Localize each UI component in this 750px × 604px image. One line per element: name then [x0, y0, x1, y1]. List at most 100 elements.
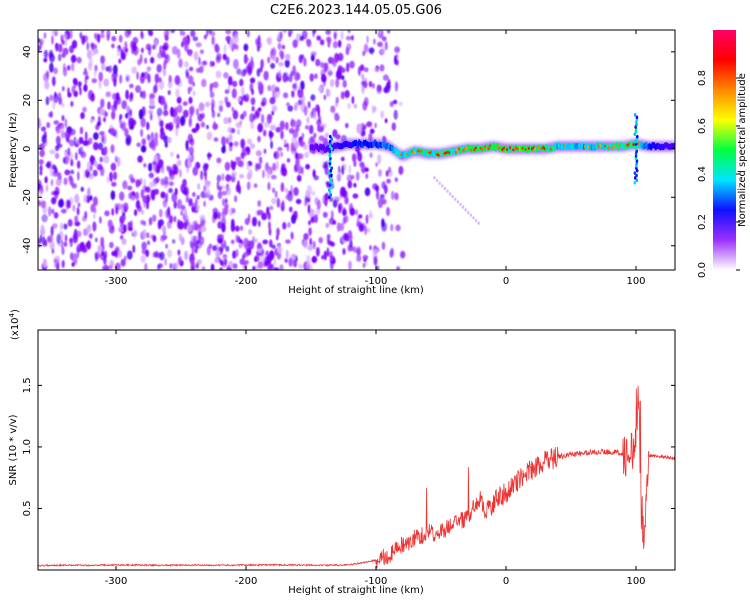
noise-speckle — [341, 75, 345, 81]
noise-speckle — [82, 140, 89, 146]
noise-speckle — [266, 113, 272, 124]
noise-speckle — [216, 53, 222, 61]
noise-speckle — [281, 199, 285, 207]
noise-speckle — [228, 141, 233, 147]
noise-speckle — [77, 171, 80, 181]
noise-speckle — [173, 116, 178, 124]
y-tick-label: -20 — [22, 189, 33, 205]
noise-speckle — [90, 164, 93, 172]
noise-speckle — [109, 241, 114, 249]
noise-speckle — [313, 214, 318, 224]
noise-speckle — [261, 113, 265, 124]
signal-tail-streak — [454, 197, 457, 201]
noise-speckle — [209, 60, 213, 67]
noise-speckle — [279, 31, 283, 40]
noise-speckle — [159, 45, 163, 55]
noise-speckle — [80, 186, 85, 192]
noise-speckle — [121, 238, 127, 246]
snr-x-ticks: -300 -200 -100 0 100 — [105, 330, 646, 587]
noise-speckle — [379, 64, 385, 72]
noise-speckle — [332, 220, 337, 225]
signal-disturbance — [330, 146, 333, 151]
signal-disturbance — [330, 137, 334, 141]
noise-speckle — [304, 195, 308, 206]
noise-speckle — [391, 122, 396, 131]
noise-speckle — [336, 222, 342, 232]
noise-speckle — [346, 62, 350, 73]
noise-speckle — [145, 249, 150, 258]
noise-speckle — [148, 217, 153, 226]
noise-speckle — [325, 222, 330, 228]
noise-speckle — [164, 258, 167, 266]
signal-tail-streak — [472, 216, 475, 220]
noise-speckle — [42, 236, 46, 247]
noise-speckle — [270, 174, 277, 180]
noise-speckle — [100, 166, 105, 177]
noise-speckle — [79, 241, 85, 252]
noise-speckle — [257, 244, 263, 249]
spectrogram-x-axis-label: Height of straight line (km) — [288, 285, 424, 296]
noise-speckle — [148, 162, 153, 172]
noise-speckle — [72, 204, 76, 212]
noise-speckle — [287, 105, 294, 112]
noise-speckle — [285, 187, 288, 194]
noise-speckle — [180, 210, 184, 216]
noise-speckle — [146, 66, 152, 72]
noise-speckle — [173, 215, 177, 223]
noise-speckle — [247, 138, 252, 145]
signal-disturbance — [633, 113, 637, 117]
noise-speckle — [335, 77, 340, 88]
noise-speckle — [148, 172, 154, 179]
noise-speckle — [43, 49, 49, 59]
noise-speckle — [340, 30, 344, 40]
noise-speckle — [177, 104, 183, 114]
noise-speckle — [183, 250, 189, 261]
noise-speckle — [260, 252, 267, 263]
noise-speckle — [45, 184, 49, 192]
noise-speckle — [333, 31, 337, 40]
noise-speckle — [294, 163, 298, 173]
noise-speckle — [42, 258, 48, 268]
noise-speckle — [342, 79, 347, 88]
noise-speckle — [195, 42, 202, 48]
noise-speckle — [284, 258, 289, 263]
noise-speckle — [107, 219, 113, 228]
noise-speckle — [110, 144, 115, 154]
snr-x-axis-label: Height of straight line (km) — [288, 585, 424, 596]
noise-speckle — [99, 156, 104, 163]
noise-speckle — [151, 194, 155, 201]
signal-disturbance — [635, 115, 639, 120]
noise-speckle — [322, 211, 328, 218]
noise-speckle — [301, 166, 304, 175]
x-tick-label: -200 — [235, 576, 258, 587]
noise-speckle — [234, 195, 238, 203]
y-tick-label: 40 — [22, 45, 33, 58]
noise-speckle — [103, 78, 110, 87]
signal-tail-streak — [467, 210, 470, 215]
noise-speckle — [197, 113, 204, 122]
noise-speckle — [97, 244, 103, 253]
noise-speckle — [324, 165, 329, 176]
noise-speckle — [161, 225, 167, 234]
noise-speckle — [377, 41, 383, 47]
noise-speckle — [267, 56, 271, 64]
noise-speckle — [160, 191, 166, 199]
noise-speckle — [240, 138, 246, 149]
noise-speckle — [217, 190, 223, 199]
noise-speckle — [70, 100, 74, 107]
noise-speckle — [187, 51, 193, 57]
noise-speckle — [192, 90, 196, 96]
noise-speckle — [212, 81, 219, 89]
noise-speckle — [340, 186, 346, 197]
noise-speckle — [251, 88, 254, 96]
noise-speckle — [321, 74, 327, 83]
noise-speckle — [378, 169, 382, 177]
noise-speckle — [82, 71, 89, 76]
noise-speckle — [224, 96, 229, 104]
noise-speckle — [68, 175, 73, 182]
noise-speckle — [61, 52, 66, 58]
noise-speckle — [385, 170, 389, 177]
x-tick-label: 0 — [503, 576, 509, 587]
noise-speckle — [231, 80, 238, 88]
noise-speckle — [195, 262, 199, 269]
